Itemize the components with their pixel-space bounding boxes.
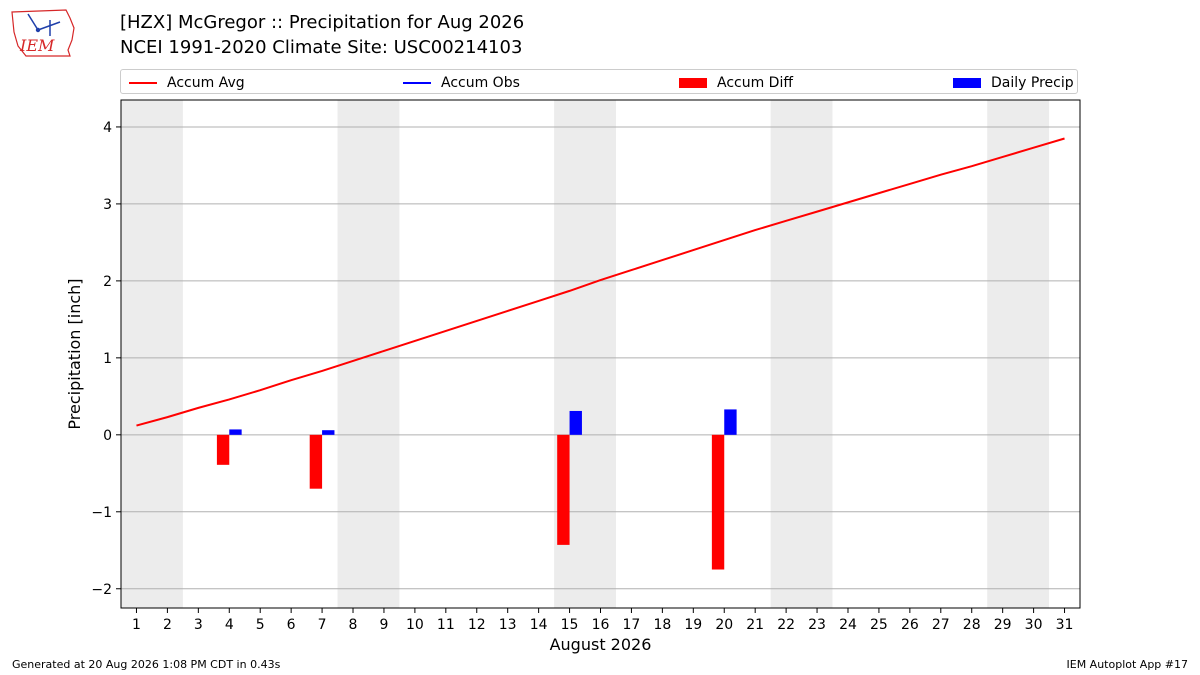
x-tick-label: 12 xyxy=(468,617,486,633)
y-tick-label: 2 xyxy=(103,274,112,290)
y-axis-label: Precipitation [inch] xyxy=(65,278,84,429)
x-tick-label: 9 xyxy=(379,617,388,633)
y-tick-label: 3 xyxy=(103,197,112,213)
legend-swatch-daily-precip xyxy=(953,77,981,88)
legend-label-accum-obs: Accum Obs xyxy=(441,74,520,91)
legend-swatch-accum-avg xyxy=(129,81,157,84)
x-tick-label: 30 xyxy=(1025,617,1043,633)
y-tick-label: 1 xyxy=(103,351,112,367)
legend-item-daily-precip: Daily Precip xyxy=(953,70,1074,95)
daily-precip-bar xyxy=(322,430,335,435)
accum-diff-bar xyxy=(216,434,230,465)
x-tick-label: 3 xyxy=(194,617,203,633)
legend-item-accum-diff: Accum Diff xyxy=(679,70,793,95)
x-axis-label: August 2026 xyxy=(550,635,652,654)
y-tick-label: −1 xyxy=(91,505,112,521)
accum-diff-bar xyxy=(711,434,725,570)
x-tick-label: 18 xyxy=(653,617,671,633)
x-tick-label: 31 xyxy=(1056,617,1074,633)
x-tick-label: 29 xyxy=(994,617,1012,633)
accum-avg-line xyxy=(136,137,1065,427)
x-tick-label: 11 xyxy=(437,617,455,633)
chart-title: [HZX] McGregor :: Precipitation for Aug … xyxy=(120,12,525,33)
weekend-shade xyxy=(770,100,833,608)
y-tick-label: −2 xyxy=(91,582,112,598)
accum-diff-bar xyxy=(557,434,570,545)
x-tick-label: 14 xyxy=(530,617,548,633)
x-tick-label: 5 xyxy=(256,617,265,633)
x-tick-label: 10 xyxy=(406,617,424,633)
x-tick-label: 1 xyxy=(132,617,141,633)
legend-label-daily-precip: Daily Precip xyxy=(991,74,1074,91)
footer-generated: Generated at 20 Aug 2026 1:08 PM CDT in … xyxy=(12,658,281,671)
plot-frame xyxy=(120,99,1081,609)
daily-precip-bar xyxy=(569,410,582,435)
legend-item-accum-avg: Accum Avg xyxy=(129,70,245,95)
y-tick-label: 4 xyxy=(103,120,112,136)
legend-label-accum-diff: Accum Diff xyxy=(717,74,794,91)
x-tick-label: 20 xyxy=(715,617,733,633)
x-tick-label: 22 xyxy=(777,617,795,633)
iem-logo: IEM xyxy=(11,9,75,57)
legend-item-accum-obs: Accum Obs xyxy=(403,70,520,95)
x-tick-label: 28 xyxy=(963,617,981,633)
weekend-shade xyxy=(121,100,183,608)
legend-swatch-accum-obs xyxy=(403,81,431,84)
legend: Accum Avg Accum Obs Accum Diff Daily Pre… xyxy=(120,69,1078,94)
accum-diff-bar xyxy=(309,434,323,489)
daily-precip-bar xyxy=(724,409,737,435)
x-tick-label: 2 xyxy=(163,617,172,633)
logo-text: IEM xyxy=(19,36,55,55)
x-tick-label: 19 xyxy=(684,617,702,633)
chart-subtitle: NCEI 1991-2020 Climate Site: USC00214103 xyxy=(120,37,523,58)
x-tick-label: 23 xyxy=(808,617,826,633)
daily-precip-bar xyxy=(229,429,242,435)
x-tick-label: 17 xyxy=(623,617,641,633)
x-tick-label: 24 xyxy=(839,617,857,633)
x-tick-label: 15 xyxy=(561,617,579,633)
x-tick-label: 25 xyxy=(870,617,888,633)
legend-swatch-accum-diff xyxy=(679,77,707,88)
x-tick-label: 13 xyxy=(499,617,517,633)
x-tick-label: 8 xyxy=(349,617,358,633)
x-tick-label: 27 xyxy=(932,617,950,633)
x-tick-label: 6 xyxy=(287,617,296,633)
x-tick-label: 4 xyxy=(225,617,234,633)
x-tick-label: 21 xyxy=(746,617,764,633)
x-tick-label: 26 xyxy=(901,617,919,633)
legend-label-accum-avg: Accum Avg xyxy=(167,74,245,91)
weekend-shade xyxy=(337,100,400,608)
footer-app: IEM Autoplot App #17 xyxy=(1066,658,1189,671)
y-tick-label: 0 xyxy=(103,428,112,444)
weekend-shade xyxy=(987,100,1050,608)
x-tick-label: 7 xyxy=(318,617,327,633)
x-tick-label: 16 xyxy=(592,617,610,633)
